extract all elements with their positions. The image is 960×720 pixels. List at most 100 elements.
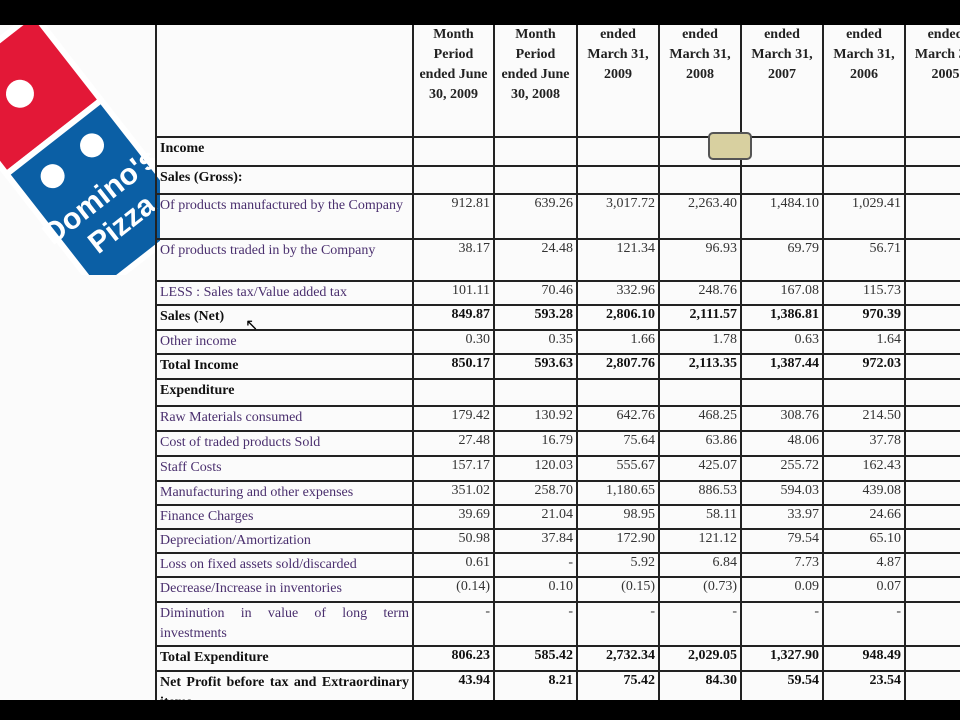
cell-value: 7.73 bbox=[740, 552, 824, 578]
cell-value: 16.79 bbox=[493, 430, 578, 457]
cell-value: 75.42 bbox=[576, 670, 660, 700]
cell-value: 27.48 bbox=[412, 430, 495, 457]
row-label: Net Profit before tax and Extraordinary … bbox=[155, 670, 414, 700]
cell-value: 5.92 bbox=[576, 552, 660, 578]
cell-value: 468.25 bbox=[658, 405, 742, 432]
cell-value: 121.34 bbox=[576, 238, 660, 282]
cell-value: 65.10 bbox=[822, 528, 906, 554]
cell-value bbox=[576, 378, 660, 407]
cell-value: 766 bbox=[904, 193, 960, 240]
cell-value: 425.07 bbox=[658, 455, 742, 482]
cell-value: 743 bbox=[904, 645, 960, 672]
cell-value: 2,807.76 bbox=[576, 353, 660, 380]
cell-value: 972.03 bbox=[822, 353, 906, 380]
cell-value: 69 bbox=[904, 280, 960, 306]
cell-value: 970.39 bbox=[822, 304, 906, 331]
row-label: Sales (Gross): bbox=[155, 165, 414, 195]
cell-value: 33.97 bbox=[740, 504, 824, 530]
cell-value: 120.03 bbox=[493, 455, 578, 482]
cell-value bbox=[740, 136, 824, 167]
table-row: Cost of traded products Sold 27.48 16.79 75… bbox=[155, 430, 960, 457]
row-label: Decrease/Increase in inventories bbox=[155, 576, 414, 603]
cell-value: - bbox=[493, 601, 578, 647]
table-row: Income bbox=[155, 136, 960, 167]
table-row: LESS : Sales tax/Value added tax 101.11 70… bbox=[155, 280, 960, 306]
cell-value: 0.07 bbox=[822, 576, 906, 603]
cell-value: (0.15) bbox=[576, 576, 660, 603]
col-header: ended March 31, 2007 bbox=[740, 25, 824, 138]
mouse-cursor-icon: ↖ bbox=[245, 317, 259, 334]
cell-value: 121.12 bbox=[658, 528, 742, 554]
table-row: Manufacturing and other expenses 351.02 25… bbox=[155, 480, 960, 506]
cell-value: 258.70 bbox=[493, 480, 578, 506]
cell-value bbox=[658, 165, 742, 195]
cell-value: 167.08 bbox=[740, 280, 824, 306]
cell-value: - bbox=[412, 601, 495, 647]
cell-value: 124 bbox=[904, 455, 960, 482]
table-row: Of products traded in by the Company 38.1… bbox=[155, 238, 960, 282]
cell-value: 335 bbox=[904, 480, 960, 506]
cell-value: 1.64 bbox=[822, 329, 906, 355]
cell-value bbox=[493, 165, 578, 195]
cell-value: 27 bbox=[904, 430, 960, 457]
cell-value bbox=[412, 136, 495, 167]
cell-value: 39.69 bbox=[412, 504, 495, 530]
row-label: Depreciation/Amortization bbox=[155, 528, 414, 554]
cell-value: 56.71 bbox=[822, 238, 906, 282]
row-label: Cost of traded products Sold bbox=[155, 430, 414, 457]
cell-value: 1,387.44 bbox=[740, 353, 824, 380]
row-label: Of products traded in by the Company bbox=[155, 238, 414, 282]
table-row: Total Expenditure 806.23 585.42 2,732.34 2,0… bbox=[155, 645, 960, 672]
table-row: Sales (Gross): bbox=[155, 165, 960, 195]
cell-value: 172.90 bbox=[576, 528, 660, 554]
cell-value: 2,113.35 bbox=[658, 353, 742, 380]
row-label: Other income bbox=[155, 329, 414, 355]
row-label: Income bbox=[155, 136, 414, 167]
cell-value: 594.03 bbox=[740, 480, 824, 506]
edit-annotation-icon[interactable] bbox=[708, 132, 752, 160]
cell-value: 6.84 bbox=[658, 552, 742, 578]
cell-value: 0 bbox=[904, 601, 960, 647]
cell-value: 439.08 bbox=[822, 480, 906, 506]
cell-value: 2,263.40 bbox=[658, 193, 742, 240]
table-row: Staff Costs 157.17 120.03 555.67 425.07 255.7… bbox=[155, 455, 960, 482]
cell-value: 1,029.41 bbox=[822, 193, 906, 240]
document-page: Domino's Pizza Month Period ended June 3… bbox=[0, 25, 960, 700]
cell-value: 642.76 bbox=[576, 405, 660, 432]
cell-value: 1,180.65 bbox=[576, 480, 660, 506]
cell-value: 2,029.05 bbox=[658, 645, 742, 672]
cell-value: 737 bbox=[904, 353, 960, 380]
table-row: Depreciation/Amortization 50.98 37.84 172.9… bbox=[155, 528, 960, 554]
cell-value: 84.30 bbox=[658, 670, 742, 700]
cell-value bbox=[822, 136, 906, 167]
cell-value: 157.17 bbox=[412, 455, 495, 482]
table-row: Net Profit before tax and Extraordinary … bbox=[155, 670, 960, 700]
cell-value: 255.72 bbox=[740, 455, 824, 482]
cell-value bbox=[576, 136, 660, 167]
row-label: Total Expenditure bbox=[155, 645, 414, 672]
financial-table: Month Period ended June 30, 2009 Month P… bbox=[155, 25, 960, 700]
cell-value: - bbox=[493, 552, 578, 578]
cell-value: 38 bbox=[904, 238, 960, 282]
dominos-logo: Domino's Pizza bbox=[0, 25, 160, 275]
cell-value: 48.06 bbox=[740, 430, 824, 457]
col-header: ended March 31, 2009 bbox=[576, 25, 660, 138]
table-row: Total Income 850.17 593.63 2,807.76 2,113.35… bbox=[155, 353, 960, 380]
cell-value: 849.87 bbox=[412, 304, 495, 331]
cell-value: 21.04 bbox=[493, 504, 578, 530]
cell-value bbox=[822, 378, 906, 407]
cell-value bbox=[493, 378, 578, 407]
cell-value: 8.21 bbox=[493, 670, 578, 700]
table-row: Diminution in value of long term investm… bbox=[155, 601, 960, 647]
table-row: Raw Materials consumed 179.42 130.92 642.76… bbox=[155, 405, 960, 432]
cell-value: (5. bbox=[904, 670, 960, 700]
cell-value: 130.92 bbox=[493, 405, 578, 432]
table-row: Of products manufactured by the Company 9… bbox=[155, 193, 960, 240]
cell-value: 0.09 bbox=[740, 576, 824, 603]
cell-value: 96.93 bbox=[658, 238, 742, 282]
cell-value: - bbox=[740, 601, 824, 647]
cell-value: 1,327.90 bbox=[740, 645, 824, 672]
cell-value: 37.78 bbox=[822, 430, 906, 457]
table-row: Expenditure bbox=[155, 378, 960, 407]
table-row: Decrease/Increase in inventories (0.14) 0.… bbox=[155, 576, 960, 603]
